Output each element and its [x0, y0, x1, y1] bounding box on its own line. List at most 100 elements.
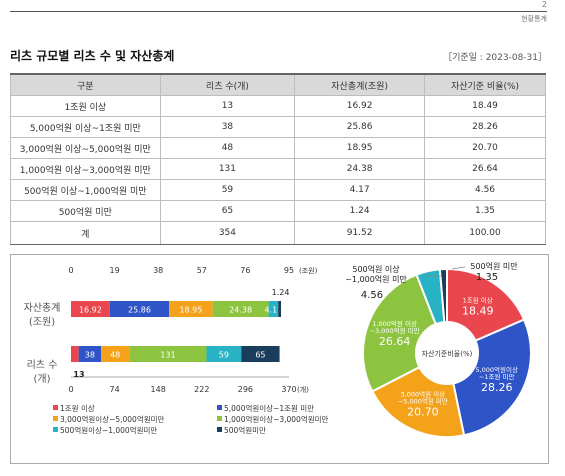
table-cell: 1.24	[294, 200, 426, 222]
top-axis-tick-label: 95	[284, 266, 294, 275]
bar-count-label: 38	[85, 351, 95, 360]
table-row: 1,000억원 이상~3,000억원 미만 131 24.38 26.64	[10, 158, 546, 180]
bar-count-label: 59	[219, 351, 229, 360]
legend-swatch	[53, 416, 58, 421]
table-cell: 16.92	[294, 95, 426, 117]
table-cell: 59	[159, 179, 296, 201]
table-cell: 24.38	[294, 158, 426, 180]
table-cell: 38	[159, 116, 296, 138]
pie-slice-value: 26.64	[379, 335, 411, 348]
reit-size-table: 구분 리츠 수(개) 자산총계(조원) 자산기준 비율(%) 1조원 이상 13…	[10, 73, 546, 245]
bar-asset-0	[71, 301, 110, 317]
bottom-axis-unit: (개)	[297, 385, 309, 394]
bar-asset-label: 25.86	[128, 306, 151, 315]
bar-asset-3	[212, 301, 269, 317]
bar-asset-label: 1.24	[272, 288, 290, 297]
bar-asset-label: 16.92	[79, 306, 102, 315]
page-number: 2	[541, 0, 547, 9]
bar-count-3	[129, 346, 207, 362]
table-cell: 48	[159, 137, 296, 159]
legend-swatch	[53, 427, 58, 432]
pie-slice-value: 18.49	[462, 305, 494, 318]
bar-count-label: 13	[73, 370, 84, 379]
table-row: 1조원 이상 13 16.92 18.49	[10, 95, 546, 117]
top-axis-unit: (조원)	[299, 266, 318, 275]
table-cell: 100.00	[424, 221, 546, 245]
bar-count-label: 131	[160, 351, 175, 360]
pie-slice-name: 3,000억원 이상 ~5,000억원 미만	[398, 390, 448, 406]
bar-count-5	[241, 346, 280, 362]
table-row: 5,000억원 이상~1조원 미만 38 25.86 28.26	[10, 116, 546, 138]
pie-slice-value: 1.35	[476, 272, 498, 283]
pie-slice-name: 1,000억원 이상 ~3,000억원 미만	[370, 319, 420, 335]
bottom-axis-tick-label: 296	[238, 385, 253, 394]
bottom-axis-tick-label: 370	[281, 385, 296, 394]
table-cell: 13	[159, 95, 296, 117]
table-cell: 18.95	[294, 137, 426, 159]
top-axis-tick-label: 0	[68, 266, 73, 275]
bar-asset-label: 18.95	[179, 306, 202, 315]
table-cell: 4.56	[424, 179, 546, 201]
bar-count-2	[101, 346, 130, 362]
bottom-axis-tick-label: 0	[68, 385, 73, 394]
table-header-cell: 구분	[10, 73, 161, 96]
legend-label: 1조원 이상	[60, 403, 95, 413]
legend-label: 500억원미만	[224, 426, 266, 435]
table-header-cell: 리츠 수(개)	[159, 73, 296, 96]
bar-asset-4	[268, 301, 279, 317]
pie-slice-name: 500억원 이상 ~1,000억원 미만	[345, 264, 407, 284]
table-cell: 500억원 이상~1,000억원 미만	[10, 179, 161, 201]
legend-label: 1,000억원이상~3,000억원미만	[224, 414, 329, 424]
section-label: 현황통계	[521, 15, 547, 23]
table-cell: 91.52	[294, 221, 426, 245]
legend-swatch	[53, 405, 58, 410]
pie-slice-value: 28.26	[481, 381, 513, 394]
category-label: 자산총계 (조원)	[24, 302, 61, 328]
legend-swatch	[217, 427, 222, 432]
table-header-cell: 자산기준 비율(%)	[424, 73, 546, 96]
table-header-row: 구분 리츠 수(개) 자산총계(조원) 자산기준 비율(%)	[10, 73, 546, 96]
table-cell: 131	[159, 158, 296, 180]
table-cell: 500억원 미만	[10, 200, 161, 222]
category-label: 리츠 수 (개)	[27, 359, 58, 385]
pie-center-hole	[415, 321, 479, 385]
bottom-axis-tick-label: 222	[194, 385, 209, 394]
reference-date: ［기준일 : 2023-08-31］	[443, 53, 547, 63]
bar-asset-2	[169, 301, 213, 317]
bar-asset-1	[109, 301, 170, 317]
bottom-axis-tick-label: 74	[110, 385, 120, 394]
bar-count-label: 48	[110, 351, 120, 360]
table-total-row: 계 354 91.52 100.00	[10, 221, 546, 245]
bottom-axis-tick-label: 148	[151, 385, 166, 394]
legend-label: 500억원이상~1,000억원미만	[60, 425, 157, 435]
table-cell: 1,000억원 이상~3,000억원 미만	[10, 158, 161, 180]
table-cell: 26.64	[424, 158, 546, 180]
pie-slice-value: 20.70	[407, 406, 439, 419]
charts-svg: 0 19 38 57 76 95 (조원) 0 74 148 222 296 370 (개) 자산총계 (조원…	[24, 261, 532, 438]
table-cell: 1조원 이상	[10, 95, 161, 117]
bar-count-0	[71, 346, 79, 362]
top-axis-tick-label: 19	[110, 266, 120, 275]
bar-asset-5	[278, 301, 282, 317]
legend-label: 3,000억원이상~5,000억원미만	[60, 414, 165, 424]
pie-center-label: 자산기준비율(%)	[422, 349, 473, 358]
table-cell: 5,000억원 이상~1조원 미만	[10, 116, 161, 138]
table-cell: 354	[159, 221, 296, 245]
table-cell: 계	[10, 221, 161, 245]
table-cell: 18.49	[424, 95, 546, 117]
legend-label: 5,000억원이상~1조원 미만	[224, 403, 314, 413]
table-row: 500억원 이상~1,000억원 미만 59 4.17 4.56	[10, 179, 546, 201]
pie-slice-name: 5,000억원이상 ~1조원 미만	[475, 365, 518, 381]
table-cell: 4.17	[294, 179, 426, 201]
bar-asset-label: 4.17	[264, 306, 282, 315]
legend-swatch	[217, 416, 222, 421]
table-cell: 3,000억원 이상~5,000억원 미만	[10, 137, 161, 159]
top-axis-tick-label: 38	[153, 266, 163, 275]
pie-slice-name: 500억원 미만	[470, 261, 518, 271]
pie-leader-line	[451, 266, 466, 270]
top-axis-tick-label: 57	[197, 266, 207, 275]
table-cell: 25.86	[294, 116, 426, 138]
bar-count-1	[78, 346, 102, 362]
table-cell: 28.26	[424, 116, 546, 138]
table-cell: 1.35	[424, 200, 546, 222]
